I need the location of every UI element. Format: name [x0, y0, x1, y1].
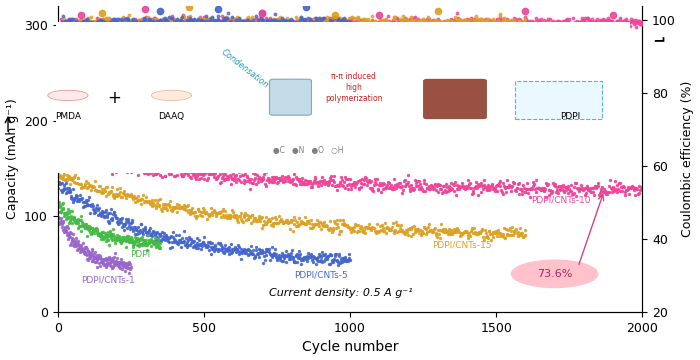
Text: PDPI/CNTs-10: PDPI/CNTs-10 — [531, 195, 591, 204]
Text: Condensation: Condensation — [220, 48, 270, 90]
Text: PDPI/CNTs-5: PDPI/CNTs-5 — [295, 270, 348, 279]
Text: PDPI/CNTs-15: PDPI/CNTs-15 — [432, 240, 491, 249]
Text: 73.6%: 73.6% — [537, 269, 573, 279]
Text: ●C   ●N   ●O   ○H: ●C ●N ●O ○H — [273, 146, 343, 155]
Text: PMDA: PMDA — [55, 112, 81, 121]
Text: DAAQ: DAAQ — [158, 112, 185, 121]
Text: +: + — [107, 89, 121, 107]
Y-axis label: Coulombic efficiency (%): Coulombic efficiency (%) — [681, 81, 694, 237]
Text: PDPI/CNTs-1: PDPI/CNTs-1 — [81, 276, 135, 285]
X-axis label: Cycle number: Cycle number — [302, 341, 398, 355]
Y-axis label: Capacity (mAh g⁻¹): Capacity (mAh g⁻¹) — [6, 99, 19, 219]
Text: ⌐: ⌐ — [650, 30, 663, 45]
Text: PDPI: PDPI — [130, 250, 150, 259]
Text: Current density: 0.5 A g⁻¹: Current density: 0.5 A g⁻¹ — [270, 288, 413, 298]
Text: π-π induced
high
polymerization: π-π induced high polymerization — [325, 72, 382, 103]
Ellipse shape — [511, 260, 598, 288]
Text: PDPI: PDPI — [561, 112, 580, 121]
